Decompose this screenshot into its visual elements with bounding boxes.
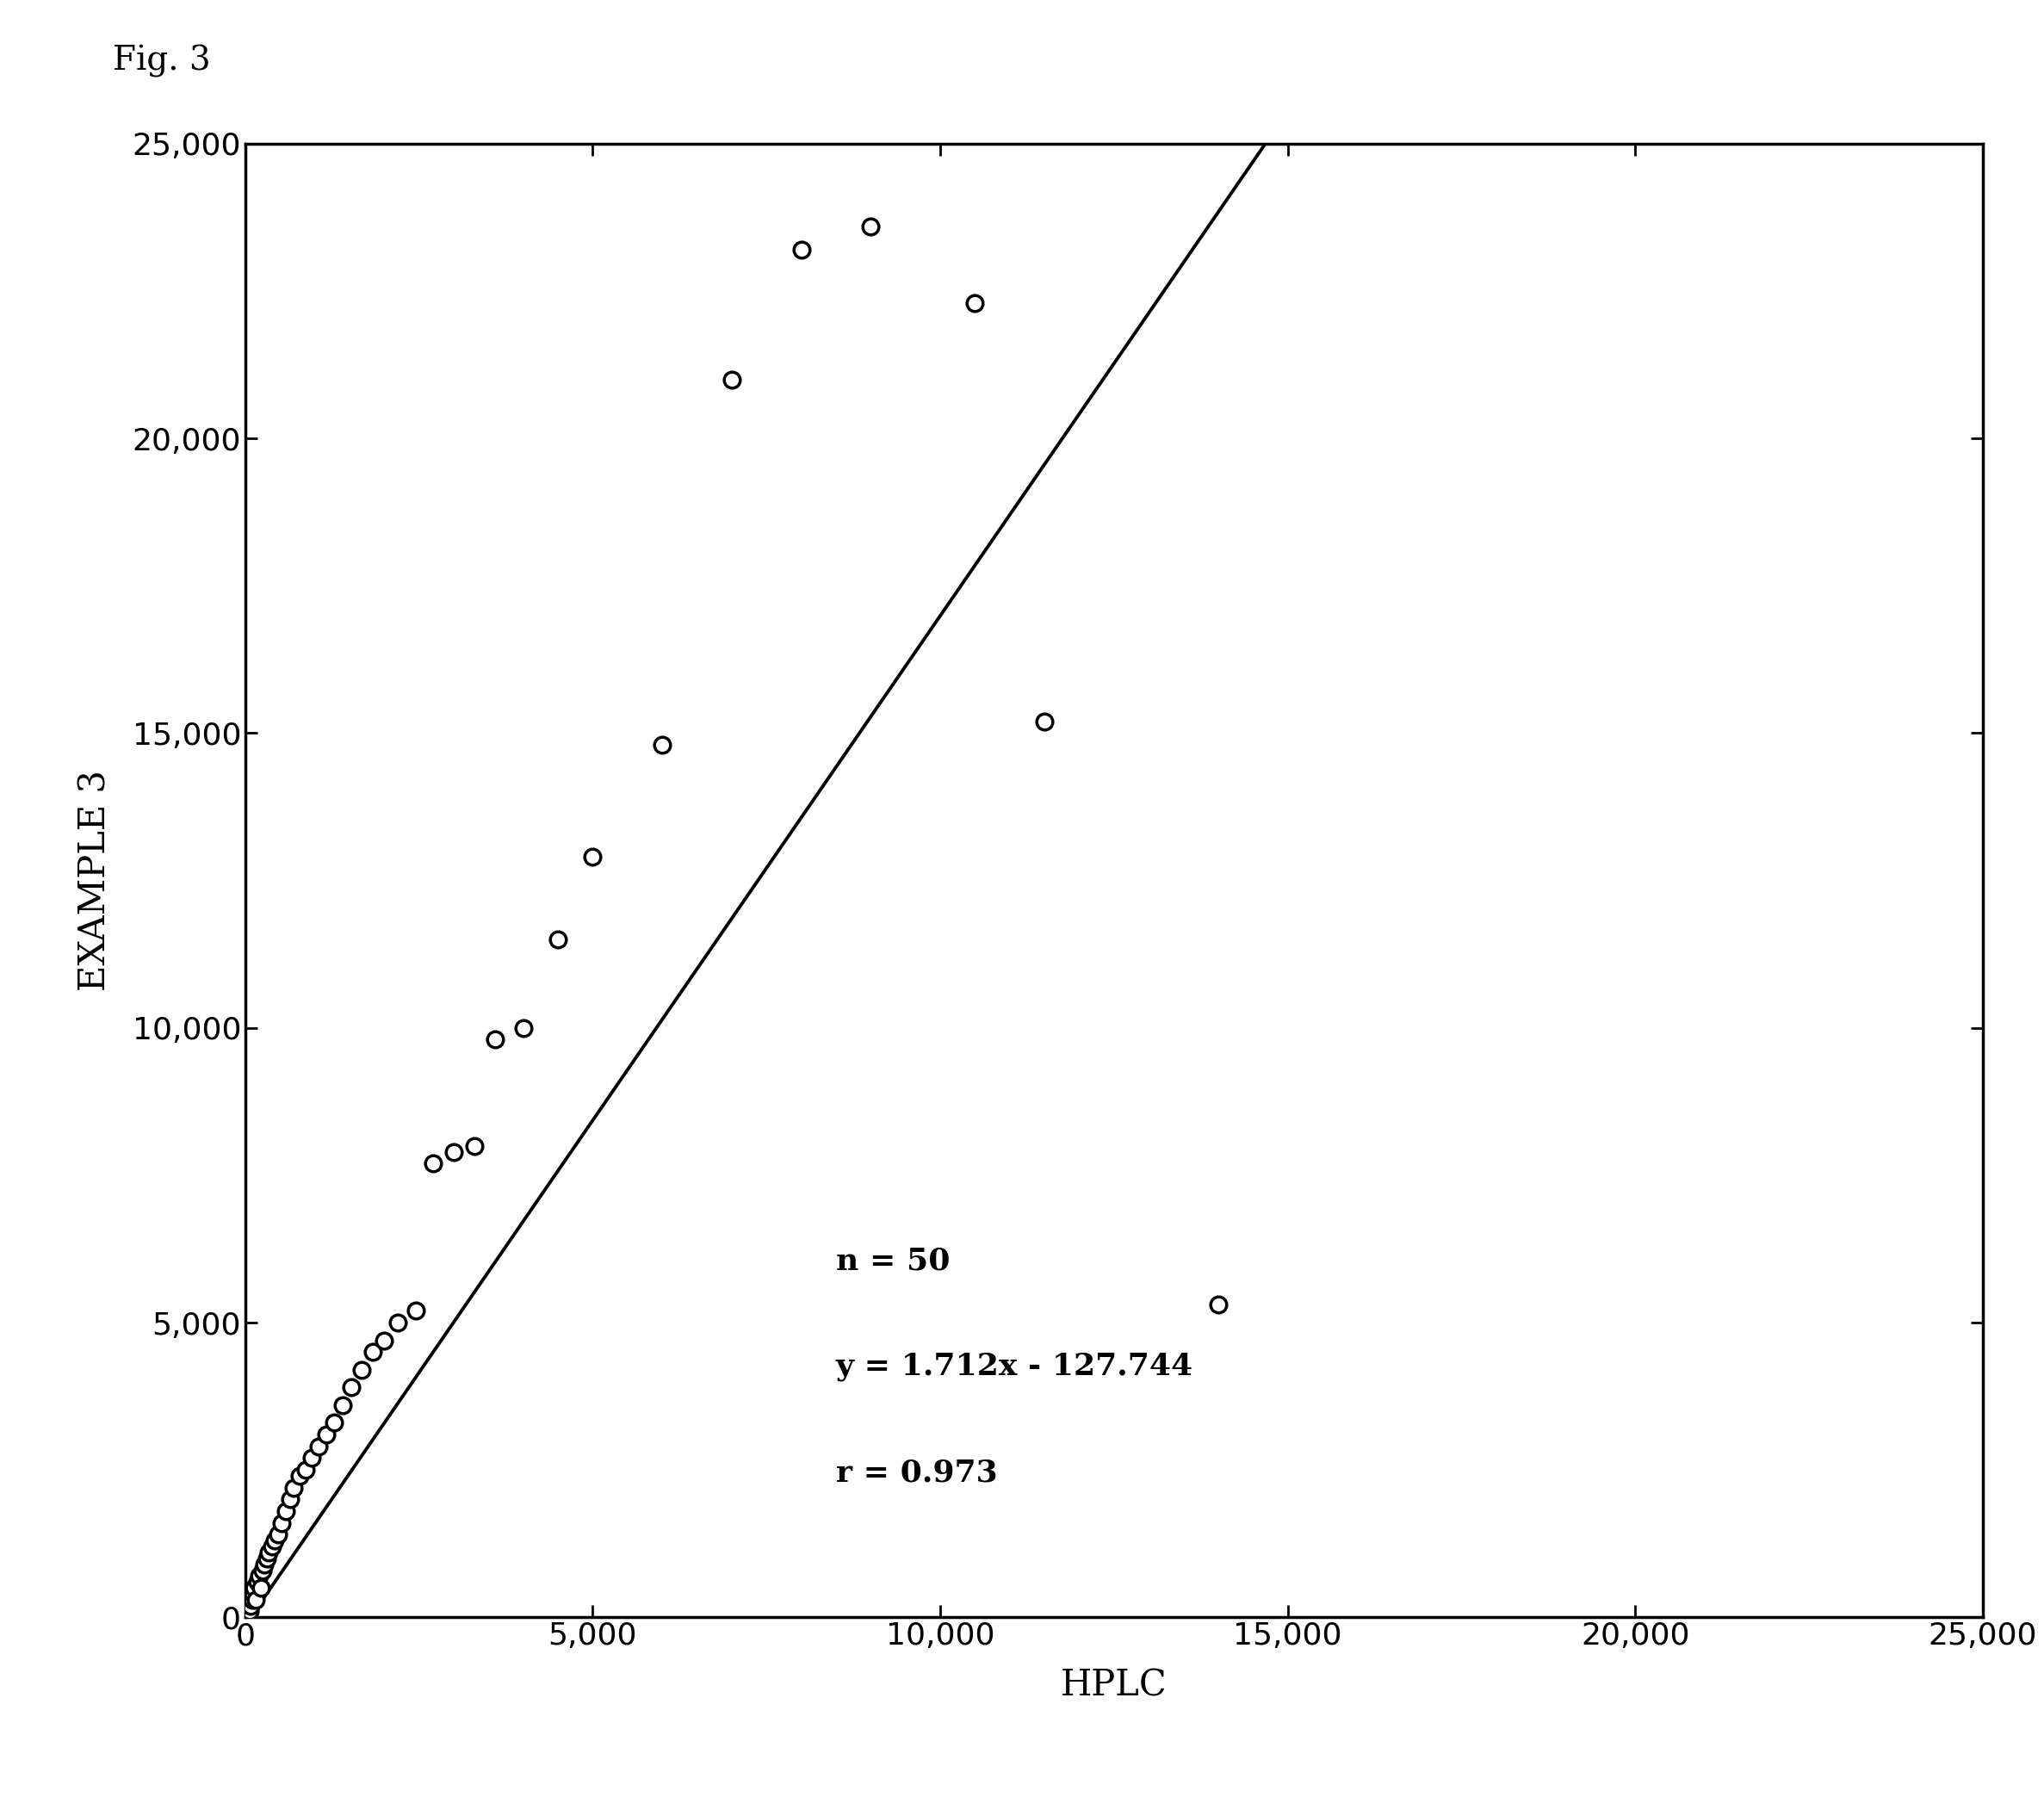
Point (311, 1420, 343, 1448)
Point (959, 289, 991, 318)
Point (576, 843, 609, 872)
Point (1028, 706, 1061, 735)
Point (437, 1138, 470, 1166)
Point (256, 1533, 288, 1562)
Text: r = 0.973: r = 0.973 (836, 1459, 997, 1488)
Point (785, 235, 818, 264)
Point (237, 1580, 270, 1608)
Point (233, 1598, 266, 1626)
X-axis label: HPLC: HPLC (1061, 1668, 1167, 1704)
Y-axis label: EXAMPLE 3: EXAMPLE 3 (78, 769, 112, 992)
Point (235, 1590, 268, 1619)
Point (235, 1585, 268, 1614)
Point (251, 1544, 284, 1572)
Point (245, 1556, 278, 1585)
Point (358, 1337, 390, 1366)
Point (231, 1590, 264, 1619)
Point (258, 1526, 290, 1554)
Point (507, 1014, 540, 1042)
Text: Fig. 3: Fig. 3 (112, 45, 211, 77)
Point (368, 1326, 401, 1355)
Text: n = 50: n = 50 (836, 1245, 950, 1276)
Point (646, 731, 679, 760)
Point (854, 212, 887, 241)
Point (241, 1567, 274, 1596)
Point (296, 1443, 329, 1472)
Point (290, 1456, 323, 1484)
Point (278, 1474, 311, 1502)
Text: y = 1.712x - 127.744: y = 1.712x - 127.744 (836, 1353, 1194, 1382)
Point (284, 1461, 317, 1490)
Point (243, 1574, 276, 1603)
Point (1202, 1290, 1235, 1319)
Point (542, 925, 574, 954)
Point (239, 1585, 272, 1614)
Point (274, 1484, 307, 1513)
Point (399, 1296, 431, 1324)
Point (345, 1355, 378, 1384)
Point (382, 1308, 415, 1337)
Point (327, 1391, 360, 1420)
Point (335, 1373, 368, 1402)
Point (458, 1132, 491, 1161)
Point (253, 1538, 286, 1567)
Point (303, 1432, 335, 1461)
Point (243, 1562, 276, 1590)
Point (270, 1497, 303, 1526)
Point (237, 1574, 270, 1603)
Point (249, 1549, 282, 1578)
Point (417, 1148, 450, 1177)
Point (233, 1594, 266, 1623)
Point (715, 365, 748, 394)
Point (262, 1520, 294, 1549)
Point (266, 1509, 298, 1538)
Point (478, 1026, 511, 1055)
Point (231, 1598, 264, 1626)
Point (319, 1409, 352, 1438)
